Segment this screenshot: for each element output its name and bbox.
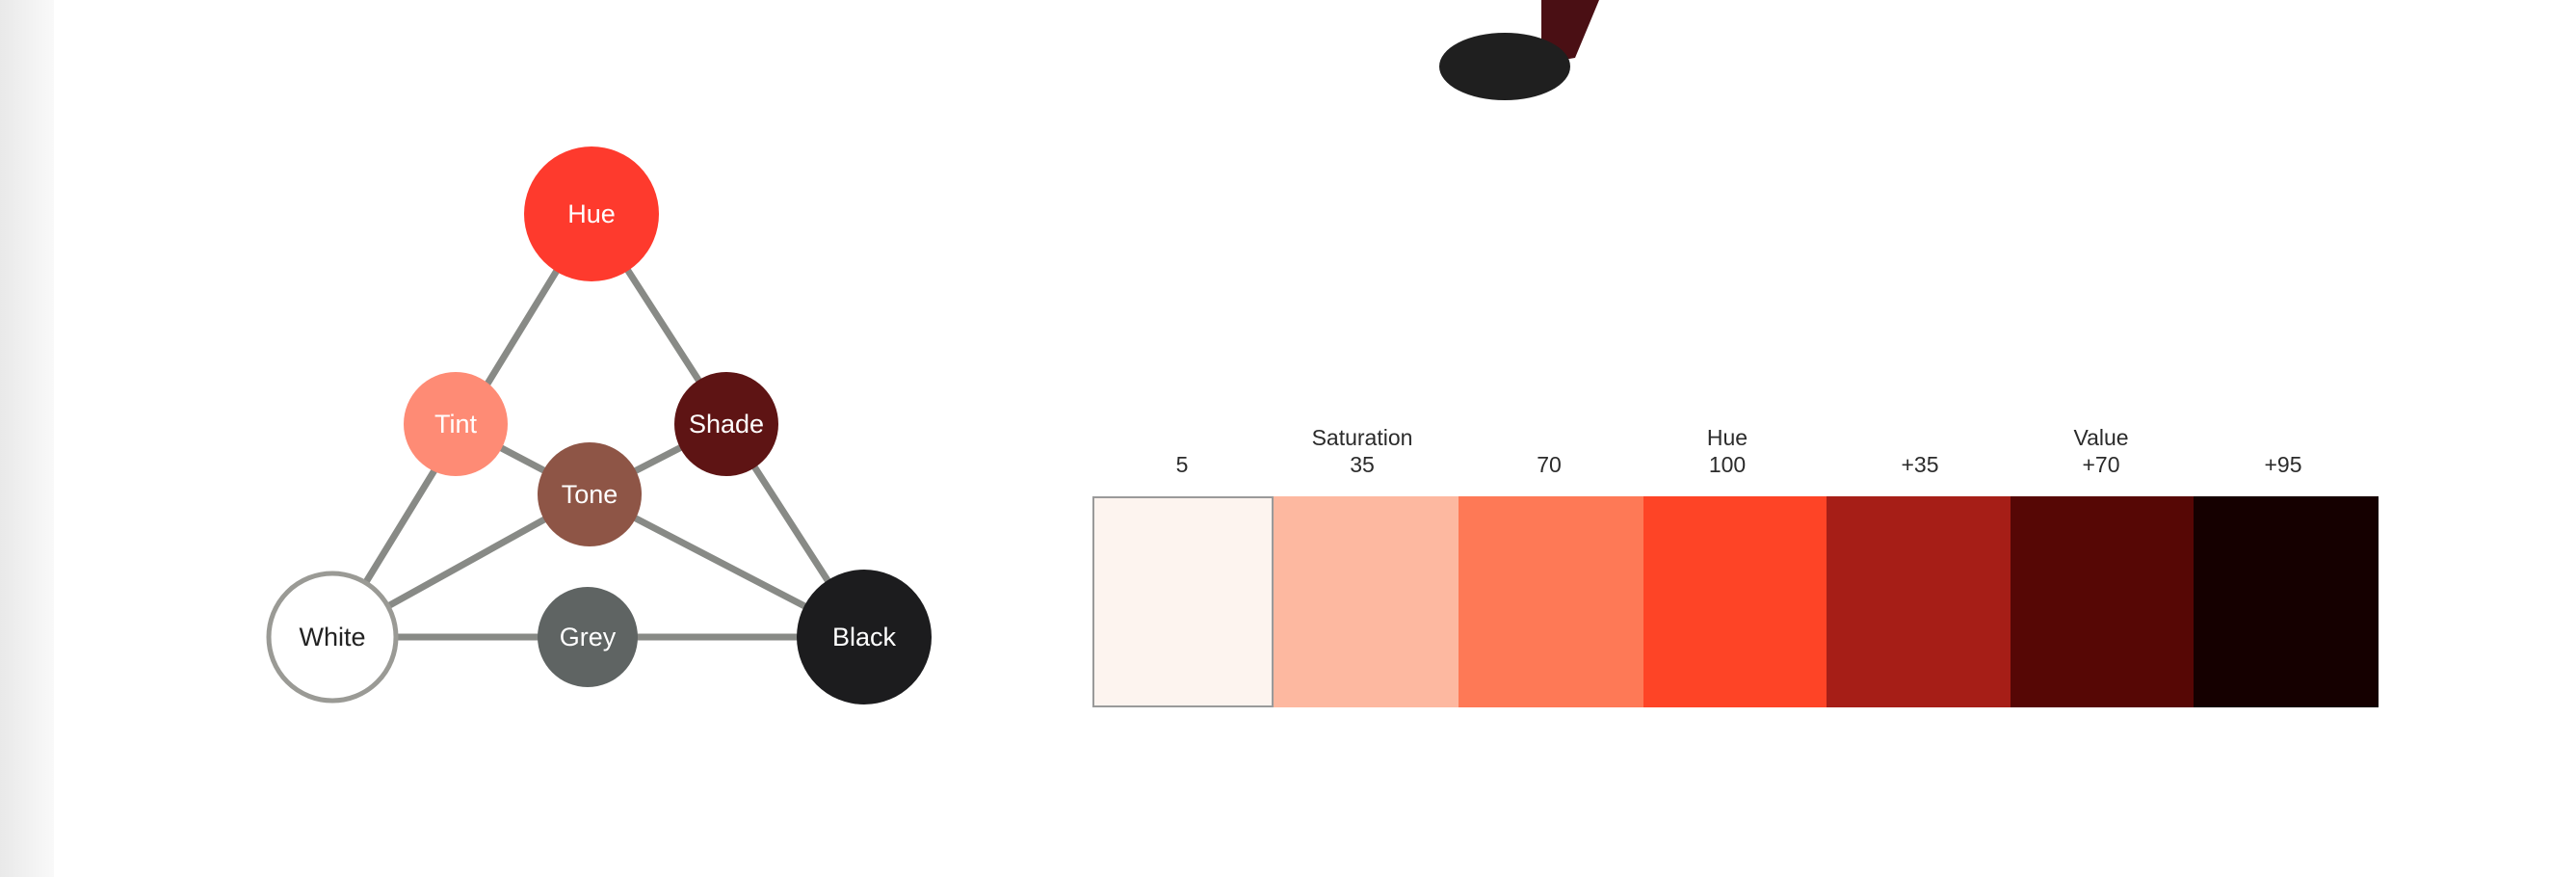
step-label: +95 (2264, 452, 2302, 477)
swatch-70 (1459, 496, 1643, 707)
swatch-plus-70 (2011, 496, 2194, 707)
swatch-100 (1643, 496, 1827, 707)
scale-bar (1092, 496, 2379, 707)
step-label: 5 (1175, 452, 1189, 477)
group-label-hue: Hue (1706, 425, 1748, 450)
group-label-saturation: Saturation (1311, 425, 1413, 450)
step-label: 70 (1537, 452, 1562, 477)
page-gutter (0, 0, 54, 877)
color-value-scale: Saturation Hue Value 5 35 70 100 +35 +70… (1092, 424, 2379, 713)
node-label-tint: Tint (434, 410, 478, 438)
node-label-black: Black (832, 623, 897, 651)
node-label-white: White (299, 623, 365, 651)
swatch-5 (1092, 496, 1274, 707)
group-label-value: Value (2073, 425, 2129, 450)
node-white: White (266, 571, 399, 704)
node-black: Black (797, 570, 932, 704)
color-triangle-diagram: Hue Tint Shade Tone White Grey Black (241, 135, 954, 713)
node-shade: Shade (674, 372, 778, 476)
node-label-grey: Grey (560, 623, 617, 651)
node-tone: Tone (538, 442, 642, 546)
swatch-plus-35 (1827, 496, 2011, 707)
step-label: 35 (1350, 452, 1375, 477)
node-label-shade: Shade (689, 410, 764, 438)
node-grey: Grey (538, 587, 638, 687)
node-label-hue: Hue (567, 199, 616, 228)
step-label: 100 (1708, 452, 1747, 477)
node-label-tone: Tone (562, 480, 618, 509)
cropped-illustration (1426, 0, 1638, 116)
swatch-plus-95 (2194, 496, 2379, 707)
node-hue: Hue (524, 146, 659, 281)
step-label: +70 (2082, 452, 2120, 477)
swatch-35 (1274, 496, 1459, 707)
step-label: +35 (1901, 452, 1939, 477)
node-tint: Tint (404, 372, 508, 476)
